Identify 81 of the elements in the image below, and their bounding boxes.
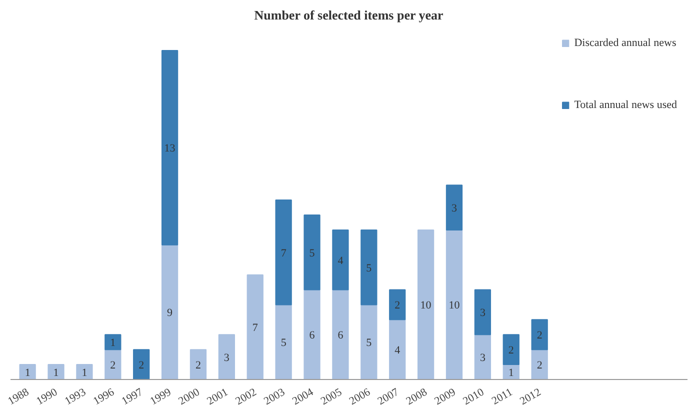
x-tick-label: 1996 — [91, 386, 117, 408]
bar — [474, 289, 492, 336]
bar — [360, 229, 378, 306]
x-tick-label: 2004 — [290, 386, 316, 408]
bar — [332, 229, 349, 290]
x-tick-label: 2007 — [376, 386, 402, 408]
bar — [332, 289, 349, 380]
x-tick-label: 1988 — [6, 386, 32, 408]
x-tick-label: 2009 — [432, 386, 458, 408]
bar — [190, 349, 207, 380]
data-label: 3 — [452, 202, 458, 215]
bar — [133, 349, 150, 380]
data-label: 9 — [167, 307, 174, 320]
data-label: 13 — [164, 142, 176, 155]
bar — [246, 274, 264, 380]
x-tick-label: 2002 — [234, 386, 259, 408]
bar — [474, 334, 492, 380]
data-label: 3 — [224, 352, 230, 364]
data-label: 2 — [195, 360, 201, 372]
data-label: 2 — [394, 300, 400, 312]
chart-title: Number of selected items per year — [254, 8, 444, 22]
bar — [161, 244, 178, 380]
data-label: 2 — [508, 344, 514, 357]
bar — [275, 200, 292, 306]
x-tick-label: 1993 — [62, 386, 88, 408]
bar — [304, 214, 320, 290]
x-tick-label: 2000 — [176, 386, 202, 408]
data-label: 1 — [110, 337, 116, 350]
data-label: 6 — [338, 330, 344, 342]
bar — [161, 50, 178, 246]
bar — [417, 229, 434, 380]
data-label: 1 — [24, 367, 30, 380]
x-tick-label: 2006 — [347, 386, 373, 408]
data-label: 5 — [366, 262, 372, 274]
data-label: 7 — [280, 247, 287, 260]
legend-label: Total annual news used — [574, 99, 677, 111]
data-label: 4 — [394, 344, 401, 357]
bar — [304, 289, 320, 380]
bar — [218, 334, 236, 380]
data-label: 7 — [252, 322, 258, 334]
x-tick-label: 2005 — [318, 386, 344, 408]
data-label: 2 — [536, 360, 542, 372]
data-label: 4 — [338, 254, 344, 267]
data-label: 10 — [420, 300, 432, 312]
x-tick-label: 1999 — [148, 386, 174, 408]
x-tick-label: 2010 — [461, 386, 487, 408]
data-label: 2 — [110, 360, 116, 372]
data-label: 2 — [536, 330, 542, 342]
bar — [531, 319, 548, 350]
bar — [502, 334, 520, 366]
legend-label: Discarded annual news — [574, 37, 676, 49]
x-tick-label: 2012 — [518, 386, 544, 408]
data-label: 3 — [480, 307, 486, 320]
x-tick-label: 2008 — [404, 386, 430, 408]
data-label: 1 — [53, 367, 59, 380]
bar — [446, 184, 463, 230]
data-label: 6 — [309, 330, 316, 342]
bar — [48, 364, 64, 380]
bar — [19, 364, 36, 380]
data-label: 1 — [82, 367, 88, 380]
data-label: 3 — [480, 352, 486, 364]
bar — [104, 349, 122, 380]
bar — [104, 334, 122, 350]
bar — [446, 229, 463, 380]
bar — [275, 304, 292, 380]
bar — [531, 349, 548, 380]
data-label: 5 — [366, 337, 372, 350]
x-tick-label: 1997 — [120, 386, 146, 408]
bar — [76, 364, 93, 380]
x-tick-label: 2001 — [205, 386, 230, 408]
data-label: 2 — [138, 360, 144, 372]
bar — [389, 319, 406, 380]
bar — [360, 304, 378, 380]
data-label: 5 — [309, 247, 316, 260]
x-tick-label: 2003 — [262, 386, 288, 408]
bar — [389, 289, 406, 320]
data-label: 5 — [280, 337, 287, 350]
data-label: 10 — [448, 300, 460, 312]
x-tick-label: 1990 — [34, 386, 60, 408]
x-tick-label: 2011 — [490, 386, 515, 408]
data-label: 1 — [508, 367, 514, 380]
